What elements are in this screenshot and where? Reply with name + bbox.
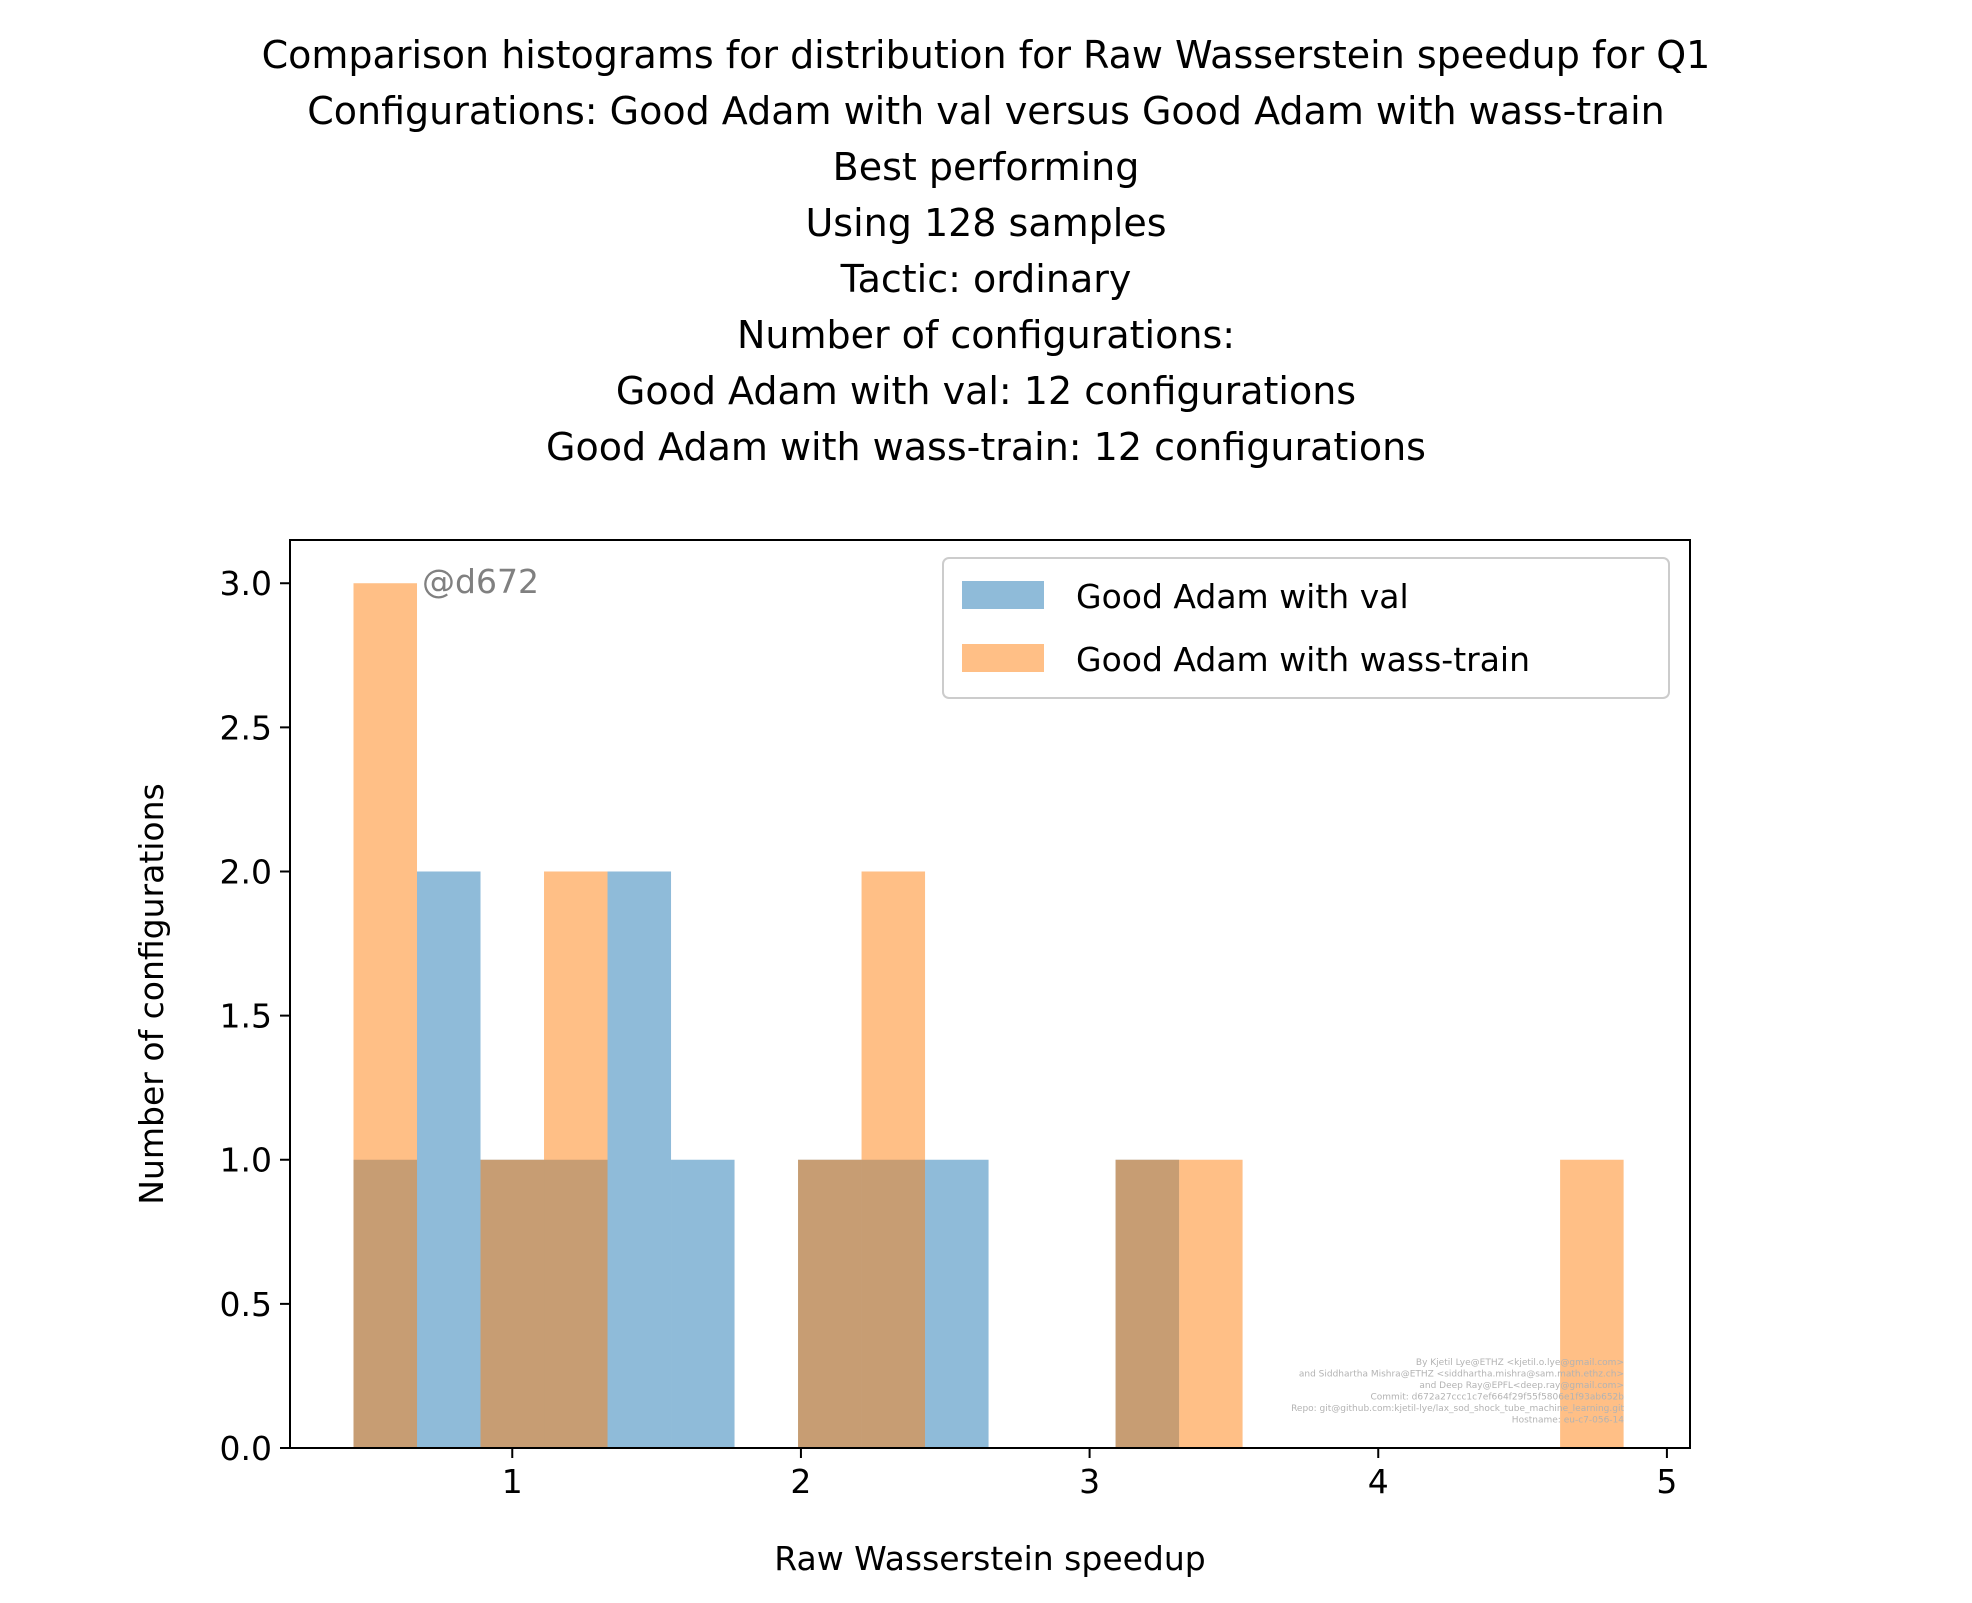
- y-tick-label: 2.0: [220, 852, 272, 891]
- y-axis-ticks: 0.0 0.5 1.0 1.5 2.0 2.5 3.0: [220, 564, 290, 1468]
- x-tick-label: 1: [502, 1462, 523, 1501]
- x-axis-label: Raw Wasserstein speedup: [774, 1539, 1205, 1578]
- credit-line: Hostname: eu-c7-056-14: [1512, 1416, 1624, 1426]
- bar-series0-bin4: [607, 871, 672, 1448]
- y-axis-label: Number of configurations: [132, 783, 171, 1204]
- x-axis-ticks: 1 2 3 4 5: [502, 1448, 1677, 1501]
- y-tick-label: 2.5: [220, 708, 272, 747]
- x-tick-label: 4: [1368, 1462, 1389, 1501]
- legend-swatch-good-adam-with-val: [962, 581, 1044, 609]
- legend-box: [942, 557, 1670, 699]
- title-line-6: Number of configurations:: [737, 313, 1235, 357]
- bar-series1-bin5: [1115, 1159, 1180, 1448]
- bar-series1-bin3: [798, 1159, 862, 1448]
- legend-label-good-adam-with-wass-train: Good Adam with wass-train: [1076, 640, 1530, 679]
- bar-series1-bin4: [861, 871, 926, 1448]
- bar-series0-bin5: [671, 1159, 735, 1448]
- credit-line: and Deep Ray@EPFL<deep.ray@gmail.com>: [1419, 1381, 1624, 1391]
- title-line-5: Tactic: ordinary: [840, 257, 1132, 301]
- y-tick-label: 0.0: [220, 1429, 272, 1468]
- bar-series0-bin1: [417, 871, 481, 1448]
- bar-series1-bin1: [480, 1159, 545, 1448]
- x-tick-label: 3: [1079, 1462, 1100, 1501]
- title-line-3: Best performing: [833, 145, 1140, 189]
- bar-series1-bin6: [1179, 1159, 1243, 1448]
- title-line-8: Good Adam with wass-train: 12 configurat…: [546, 425, 1426, 469]
- credit-line: Repo: git@github.com:kjetil-lye/lax_sod_…: [1291, 1404, 1624, 1414]
- bar-series1-bin7: [1560, 1159, 1624, 1448]
- bar-series0-bin8: [925, 1159, 989, 1448]
- credits: By Kjetil Lye@ETHZ <kjetil.o.lye@gmail.c…: [1291, 1358, 1624, 1426]
- x-tick-label: 5: [1656, 1462, 1677, 1501]
- y-tick-label: 1.0: [220, 1141, 272, 1180]
- bar-series1-bin0: [353, 583, 418, 1448]
- title-line-2: Configurations: Good Adam with val versu…: [307, 89, 1665, 133]
- y-tick-label: 0.5: [220, 1285, 272, 1324]
- credit-line: Commit: d672a27ccc1c7ef664f29f55f5806e1f…: [1370, 1393, 1624, 1403]
- credit-line: By Kjetil Lye@ETHZ <kjetil.o.lye@gmail.c…: [1416, 1358, 1624, 1368]
- plot-frame: [289, 539, 1691, 1449]
- legend-swatch-good-adam-with-wass-train: [962, 644, 1044, 672]
- y-tick-label: 3.0: [220, 564, 272, 603]
- x-tick-label: 2: [790, 1462, 811, 1501]
- bars: [353, 583, 1624, 1448]
- y-tick-label: 1.5: [220, 997, 272, 1036]
- legend-label-good-adam-with-val: Good Adam with val: [1076, 577, 1409, 616]
- title-line-1: Comparison histograms for distribution f…: [262, 33, 1711, 77]
- title-line-4: Using 128 samples: [805, 201, 1166, 245]
- legend: Good Adam with val Good Adam with wass-t…: [942, 557, 1670, 699]
- title-line-7: Good Adam with val: 12 configurations: [616, 369, 1356, 413]
- credit-line: and Siddhartha Mishra@ETHZ <siddhartha.m…: [1299, 1370, 1624, 1380]
- bar-series1-bin2: [544, 871, 608, 1448]
- title: Comparison histograms for distribution f…: [262, 33, 1711, 469]
- annotation-commit: @d672: [422, 562, 539, 601]
